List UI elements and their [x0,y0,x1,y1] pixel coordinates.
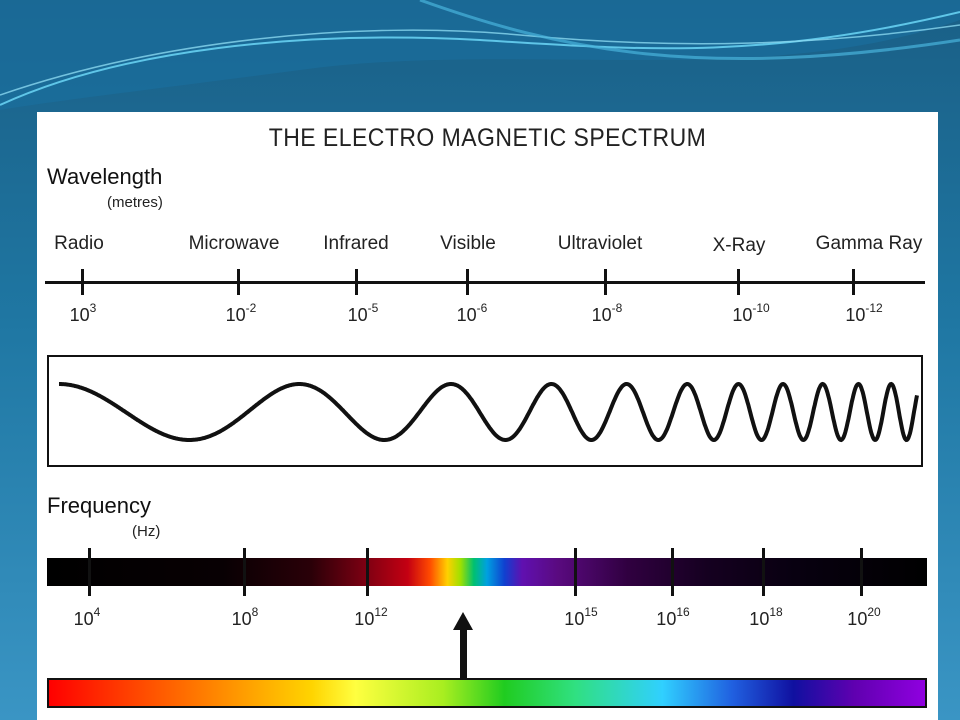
wavelength-tick [81,269,84,295]
diagram-title: THE ELECTRO MAGNETIC SPECTRUM [268,124,707,152]
frequency-tick-label: 108 [231,605,259,629]
frequency-tick-label: 104 [73,605,101,629]
frequency-tick [574,548,577,596]
band-label: Radio [54,233,104,254]
wavelength-unit: (metres) [107,194,163,211]
wave-line [59,381,919,443]
wavelength-tick [852,269,855,295]
wavelength-tick-label: 10-12 [845,301,883,325]
wavelength-tick [466,269,469,295]
wavelength-axis [45,281,925,284]
band-label: Visible [440,233,496,254]
frequency-tick [671,548,674,596]
frequency-tick-label: 1016 [656,605,690,629]
frequency-tick [366,548,369,596]
wavelength-tick-label: 10-2 [225,301,257,325]
band-label: Infrared [323,233,389,254]
frequency-tick [762,548,765,596]
arrow-up-icon [453,612,473,630]
wavelength-tick [237,269,240,295]
frequency-tick-label: 1015 [564,605,598,629]
frequency-tick-label: 1020 [847,605,881,629]
frequency-tick [88,548,91,596]
wavelength-tick [604,269,607,295]
frequency-unit: (Hz) [132,523,161,540]
arrow-shaft [460,627,467,679]
wavelength-tick-label: 103 [69,301,97,325]
wave-panel [47,355,923,467]
wavelength-tick-label: 10-5 [347,301,379,325]
band-label: X-Ray [712,235,766,256]
frequency-spectrum-bar [47,558,927,586]
frequency-tick-label: 1012 [354,605,388,629]
wave-graphic [59,381,919,443]
band-label: Ultraviolet [557,233,643,254]
background-waves [0,0,960,110]
band-label: Gamma Ray [815,233,923,254]
wavelength-tick [355,269,358,295]
frequency-tick [243,548,246,596]
frequency-tick [860,548,863,596]
frequency-label: Frequency [47,493,151,518]
frequency-tick-label: 1018 [749,605,783,629]
wavelength-tick-label: 10-10 [732,301,770,325]
wavelength-label: Wavelength [47,164,163,189]
band-label: Microwave [188,233,280,254]
spectrum-diagram: THE ELECTRO MAGNETIC SPECTRUM Wavelength… [37,112,938,720]
wavelength-tick-label: 10-8 [591,301,623,325]
visible-light-spectrum [47,678,927,708]
wavelength-tick-label: 10-6 [456,301,488,325]
wavelength-tick [737,269,740,295]
